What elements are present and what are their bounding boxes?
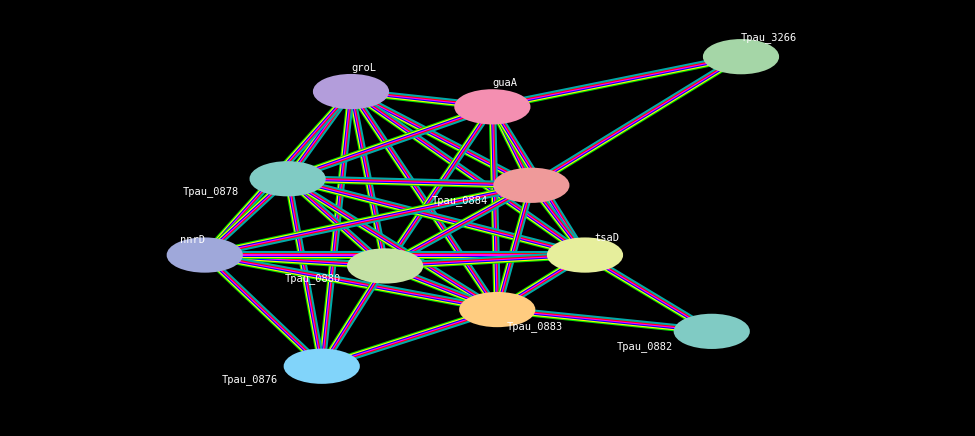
Text: nnrD: nnrD [179, 235, 205, 245]
Text: guaA: guaA [492, 78, 518, 88]
Text: Tpau_0878: Tpau_0878 [182, 186, 239, 198]
Text: tsaD: tsaD [595, 233, 620, 242]
Circle shape [168, 238, 242, 272]
Circle shape [455, 90, 529, 123]
Text: Tpau_0880: Tpau_0880 [285, 273, 341, 285]
Circle shape [251, 162, 325, 195]
Text: Tpau_3266: Tpau_3266 [741, 31, 798, 43]
Text: Tpau_0876: Tpau_0876 [221, 374, 278, 385]
Circle shape [494, 169, 568, 202]
Circle shape [704, 40, 778, 73]
Text: Tpau_0884: Tpau_0884 [431, 195, 488, 206]
Circle shape [348, 249, 422, 283]
Circle shape [548, 238, 622, 272]
Circle shape [314, 75, 388, 108]
Circle shape [460, 293, 534, 326]
Text: Tpau_0883: Tpau_0883 [507, 321, 564, 333]
Circle shape [675, 315, 749, 348]
Text: Tpau_0882: Tpau_0882 [616, 341, 673, 352]
Text: groL: groL [351, 63, 376, 72]
Circle shape [285, 350, 359, 383]
